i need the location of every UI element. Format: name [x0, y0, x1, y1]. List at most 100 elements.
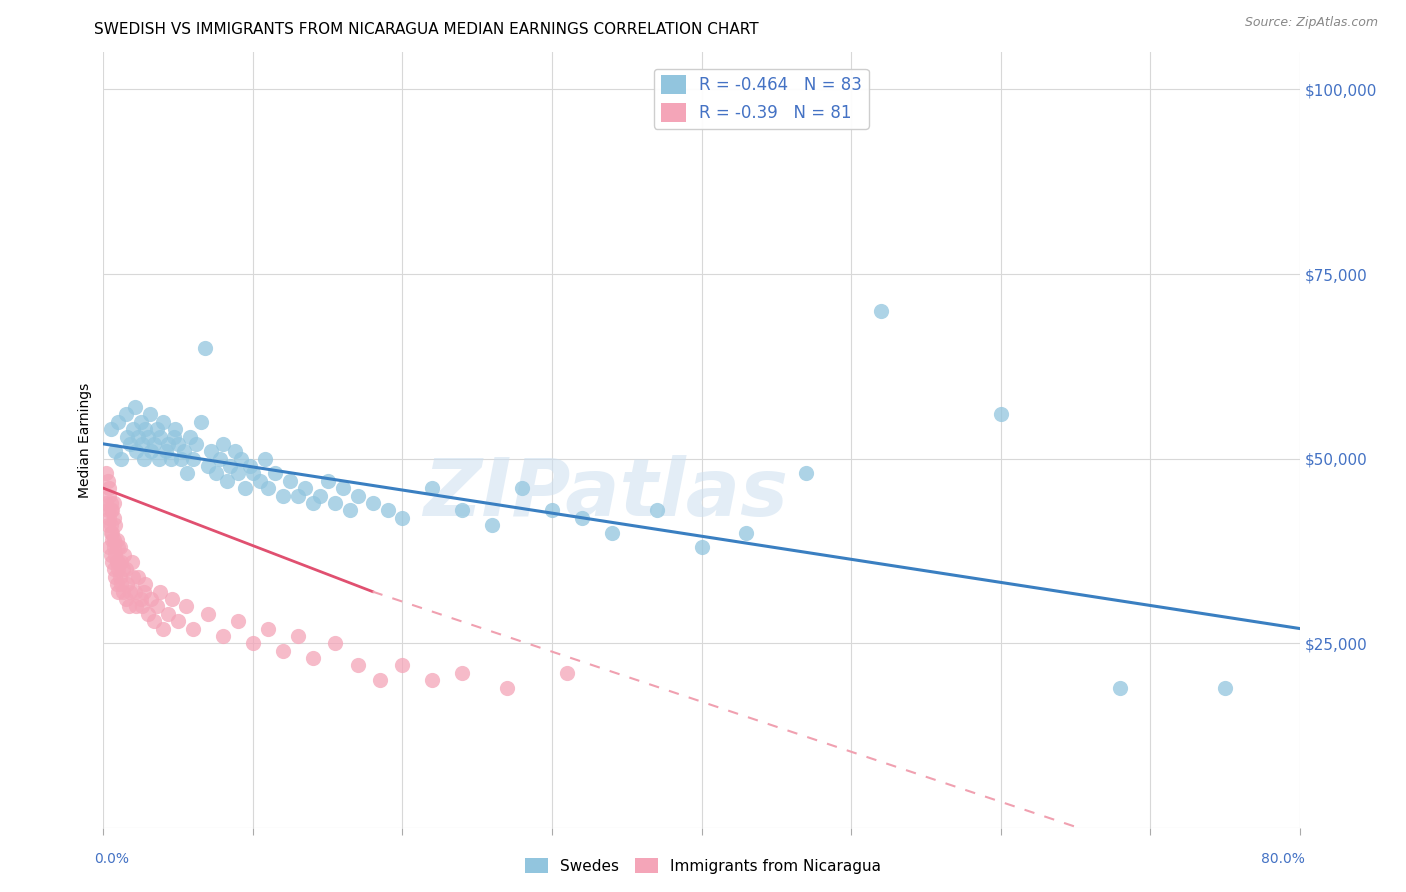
Point: [108, 541, 131, 555]
Point: [152, 415, 174, 429]
Point: [226, 467, 249, 481]
Point: [100, 548, 122, 562]
Point: [264, 467, 287, 481]
Point: [105, 555, 128, 569]
Point: [278, 474, 301, 488]
Point: [101, 525, 124, 540]
Point: [257, 622, 280, 636]
Point: [391, 658, 413, 673]
Legend: R = -0.464   N = 83, R = -0.39   N = 81: R = -0.464 N = 83, R = -0.39 N = 81: [654, 69, 869, 128]
Point: [149, 429, 172, 443]
Point: [184, 437, 207, 451]
Point: [132, 451, 155, 466]
Point: [990, 408, 1012, 422]
Point: [217, 474, 239, 488]
Point: [309, 489, 332, 503]
Point: [105, 577, 128, 591]
Point: [111, 584, 134, 599]
Point: [149, 584, 172, 599]
Point: [112, 548, 135, 562]
Point: [136, 429, 159, 443]
Point: [1213, 681, 1236, 695]
Point: [120, 584, 142, 599]
Point: [100, 518, 122, 533]
Point: [103, 541, 125, 555]
Point: [346, 489, 368, 503]
Point: [197, 458, 219, 473]
Point: [600, 525, 623, 540]
Point: [451, 503, 474, 517]
Point: [124, 400, 146, 414]
Point: [100, 525, 122, 540]
Point: [122, 570, 145, 584]
Point: [114, 408, 136, 422]
Point: [122, 422, 145, 436]
Point: [156, 437, 179, 451]
Point: [101, 533, 124, 547]
Point: [141, 592, 163, 607]
Point: [226, 614, 249, 628]
Point: [104, 548, 127, 562]
Point: [98, 481, 121, 495]
Point: [870, 304, 893, 318]
Point: [104, 570, 127, 584]
Point: [103, 562, 125, 576]
Point: [176, 467, 198, 481]
Point: [1109, 681, 1132, 695]
Point: [229, 451, 252, 466]
Point: [105, 533, 128, 547]
Point: [179, 429, 201, 443]
Point: [98, 489, 121, 503]
Point: [117, 429, 139, 443]
Point: [361, 496, 384, 510]
Point: [163, 429, 186, 443]
Point: [110, 577, 132, 591]
Point: [346, 658, 368, 673]
Point: [101, 555, 124, 569]
Point: [103, 533, 125, 547]
Point: [301, 496, 323, 510]
Point: [204, 467, 226, 481]
Point: [645, 503, 668, 517]
Point: [107, 541, 129, 555]
Point: [200, 444, 222, 458]
Point: [110, 555, 132, 569]
Point: [107, 584, 129, 599]
Point: [794, 467, 817, 481]
Point: [107, 555, 129, 569]
Point: [510, 481, 533, 495]
Text: ZIPatlas: ZIPatlas: [423, 456, 789, 533]
Point: [107, 415, 129, 429]
Point: [316, 474, 339, 488]
Point: [294, 481, 316, 495]
Point: [287, 489, 309, 503]
Point: [117, 577, 139, 591]
Point: [735, 525, 758, 540]
Point: [104, 518, 127, 533]
Point: [98, 541, 121, 555]
Y-axis label: Median Earnings: Median Earnings: [79, 383, 93, 498]
Point: [98, 510, 121, 524]
Point: [125, 444, 148, 458]
Point: [422, 673, 444, 688]
Point: [110, 451, 132, 466]
Point: [194, 341, 217, 355]
Point: [391, 510, 413, 524]
Point: [121, 555, 143, 569]
Point: [146, 599, 169, 614]
Point: [239, 458, 262, 473]
Point: [541, 503, 564, 517]
Point: [103, 496, 125, 510]
Point: [114, 562, 136, 576]
Text: 80.0%: 80.0%: [1261, 852, 1305, 866]
Point: [332, 481, 354, 495]
Point: [108, 570, 131, 584]
Point: [152, 622, 174, 636]
Point: [555, 665, 578, 680]
Text: SWEDISH VS IMMIGRANTS FROM NICARAGUA MEDIAN EARNINGS CORRELATION CHART: SWEDISH VS IMMIGRANTS FROM NICARAGUA MED…: [94, 22, 759, 37]
Point: [190, 415, 212, 429]
Point: [131, 599, 153, 614]
Point: [212, 629, 235, 643]
Point: [181, 451, 204, 466]
Point: [134, 577, 156, 591]
